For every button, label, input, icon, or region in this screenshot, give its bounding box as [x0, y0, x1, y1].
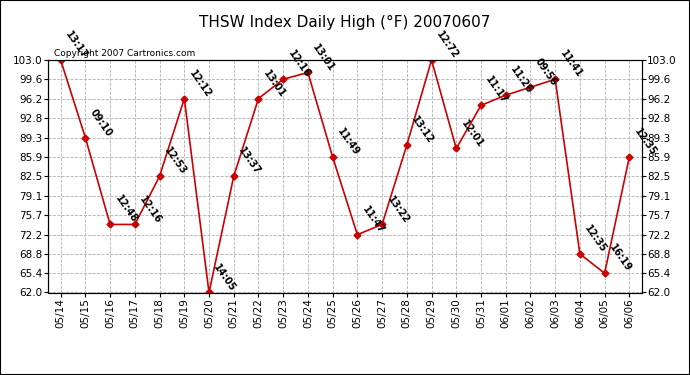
Text: 09:10: 09:10: [88, 107, 114, 138]
Text: Copyright 2007 Cartronics.com: Copyright 2007 Cartronics.com: [55, 49, 195, 58]
Text: 11:26: 11:26: [509, 64, 535, 96]
Text: 13:01: 13:01: [262, 68, 287, 99]
Text: 12:53: 12:53: [162, 146, 188, 177]
Text: 16:19: 16:19: [607, 243, 633, 274]
Text: 13:12: 13:12: [410, 114, 435, 146]
Text: THSW Index Daily High (°F) 20070607: THSW Index Daily High (°F) 20070607: [199, 15, 491, 30]
Text: 12:48: 12:48: [113, 194, 139, 225]
Text: 12:16: 12:16: [137, 194, 164, 225]
Text: 12:35: 12:35: [582, 224, 609, 255]
Text: 14:05: 14:05: [212, 262, 238, 293]
Text: 13:01: 13:01: [310, 42, 337, 73]
Text: 12:01: 12:01: [459, 118, 485, 149]
Text: 12:12: 12:12: [187, 68, 213, 99]
Text: 13:17: 13:17: [63, 30, 90, 61]
Text: 09:56: 09:56: [533, 57, 559, 88]
Text: 11:17: 11:17: [484, 75, 510, 106]
Text: 13:22: 13:22: [385, 194, 411, 225]
Text: 12:35: 12:35: [632, 126, 658, 158]
Text: 11:47: 11:47: [360, 204, 386, 235]
Text: 12:16: 12:16: [286, 49, 312, 80]
Text: 11:41: 11:41: [558, 49, 584, 80]
Text: 13:37: 13:37: [237, 146, 262, 177]
Text: 11:49: 11:49: [335, 126, 362, 158]
Text: 12:72: 12:72: [434, 30, 460, 61]
